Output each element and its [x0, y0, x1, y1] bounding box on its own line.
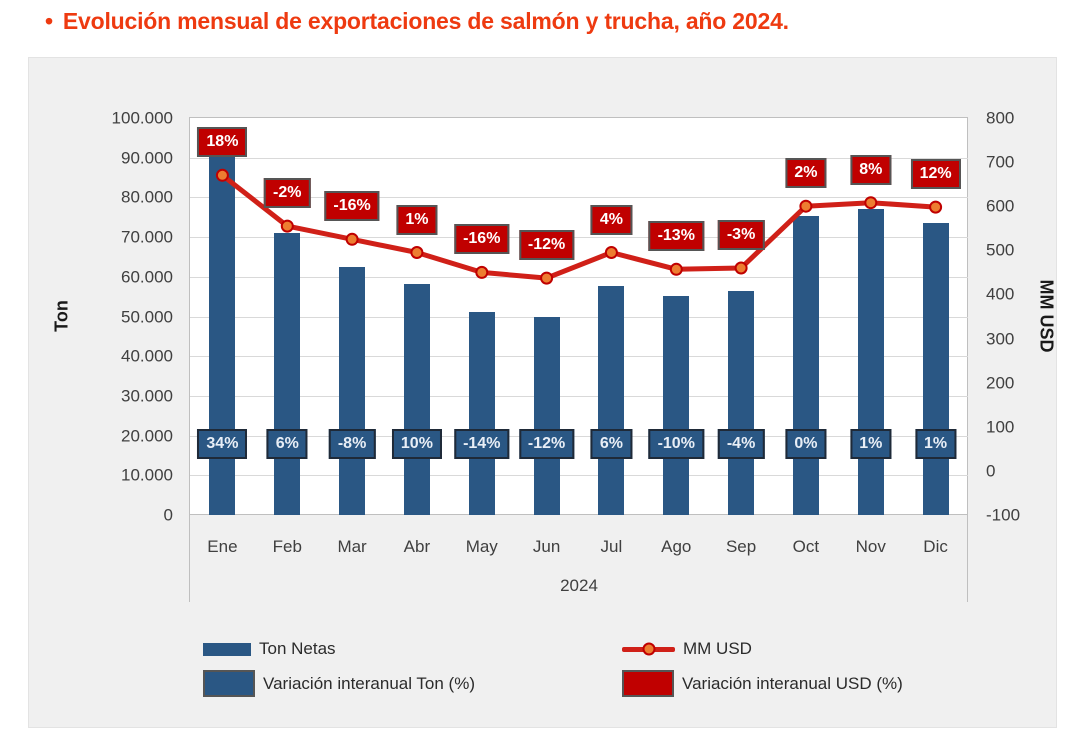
var-ton-label-ago: -10%	[648, 429, 704, 459]
var-usd-label-feb: -2%	[264, 178, 311, 209]
title-bullet: •	[45, 8, 53, 34]
bar-oct	[793, 216, 819, 515]
right-axis-title: MM USD	[1036, 279, 1057, 353]
right-axis-tick: 800	[986, 108, 1015, 128]
var-ton-label-mar: -8%	[328, 429, 376, 459]
left-axis-tick: 40.000	[121, 346, 173, 366]
x-axis-label-abr: Abr	[403, 537, 431, 556]
var-usd-label-jul: 4%	[590, 204, 632, 235]
gridline	[190, 436, 968, 437]
bar-dic	[923, 223, 949, 515]
var-ton-label-may: -14%	[454, 429, 510, 459]
bar-jun	[534, 317, 560, 515]
x-axis-label-ene: Ene	[207, 537, 238, 556]
left-axis-tick: 90.000	[121, 148, 173, 168]
gridline	[190, 317, 968, 318]
right-axis-tick: 700	[986, 152, 1015, 172]
x-axis-label-sep: Sep	[725, 537, 757, 556]
gridline	[190, 356, 968, 357]
legend-label-mm-usd: MM USD	[683, 639, 752, 658]
var-usd-label-oct: 2%	[785, 158, 827, 189]
right-axis-tick: 400	[986, 284, 1015, 304]
var-usd-box-swatch	[622, 670, 674, 697]
var-usd-label-ago: -13%	[648, 221, 704, 252]
x-axis-label-mar: Mar	[337, 537, 367, 556]
var-usd-label-nov: 8%	[850, 154, 892, 185]
bar-mar	[339, 267, 365, 515]
var-usd-label-mar: -16%	[324, 191, 380, 222]
var-ton-label-jul: 6%	[590, 429, 632, 459]
bar-sep	[728, 291, 754, 515]
bar-abr	[404, 284, 430, 515]
left-axis-tick: 100.000	[111, 108, 173, 128]
x-axis-label-nov: Nov	[855, 537, 886, 556]
x-axis-label-may: May	[465, 537, 498, 556]
x-axis-label-jul: Jul	[600, 537, 623, 556]
left-axis-tick: 10.000	[121, 465, 173, 485]
bar-may	[469, 312, 495, 515]
mm-usd-line-swatch	[622, 642, 675, 656]
left-axis-tick: 50.000	[121, 307, 173, 326]
ton-netas-bar-swatch	[203, 642, 251, 656]
var-ton-label-oct: 0%	[785, 429, 827, 459]
bar-ene	[209, 155, 235, 515]
legend-item-ton-netas: Ton Netas	[203, 639, 336, 659]
left-axis-tick: 30.000	[121, 386, 173, 406]
gridline	[190, 396, 968, 397]
var-usd-label-abr: 1%	[396, 204, 438, 235]
x-axis-right-tick	[967, 515, 968, 602]
page-title: • Evolución mensual de exportaciones de s…	[45, 8, 789, 35]
bar-ago	[663, 296, 689, 515]
right-axis-tick: -100	[986, 505, 1021, 525]
left-axis-tick: 20.000	[121, 426, 173, 446]
left-axis-tick: 70.000	[121, 227, 173, 247]
title-text: Evolución mensual de exportaciones de sa…	[62, 8, 789, 34]
var-usd-label-may: -16%	[454, 224, 510, 255]
var-usd-label-sep: -3%	[717, 219, 765, 250]
left-axis-tick: 0	[163, 505, 173, 525]
left-axis-title: Ton	[51, 300, 72, 332]
var-ton-label-ene: 34%	[197, 429, 248, 459]
left-axis-tick: 60.000	[121, 267, 173, 287]
line-swatch-marker	[642, 642, 655, 656]
x-axis-label-ago: Ago	[661, 537, 692, 556]
var-ton-label-feb: 6%	[266, 429, 308, 459]
gridline	[190, 158, 968, 159]
var-ton-label-sep: -4%	[717, 429, 765, 459]
bar-jul	[598, 286, 624, 515]
var-usd-label-dic: 12%	[910, 159, 961, 190]
right-axis-tick: 600	[986, 196, 1015, 216]
var-ton-label-nov: 1%	[850, 429, 892, 459]
legend-item-mm-usd: MM USD	[622, 639, 752, 659]
gridline	[190, 475, 968, 476]
var-ton-label-abr: 10%	[391, 429, 442, 459]
left-axis-tick: 80.000	[121, 187, 173, 207]
right-axis-tick: 200	[986, 373, 1015, 393]
x-axis-label-jun: Jun	[532, 537, 561, 556]
legend-item-var-ton: Variación interanual Ton (%)	[203, 670, 475, 697]
x-axis-left-tick	[189, 515, 190, 602]
right-axis-tick: 500	[986, 240, 1015, 260]
var-ton-label-dic: 1%	[915, 429, 957, 459]
var-usd-label-ene: 18%	[197, 127, 248, 158]
var-ton-box-swatch	[203, 670, 255, 697]
var-usd-label-jun: -12%	[518, 230, 575, 261]
legend-label-var-usd: Variación interanual USD (%)	[682, 673, 903, 693]
x-axis-label-dic: Dic	[923, 537, 948, 556]
bar-nov	[858, 209, 884, 515]
gridline	[190, 237, 968, 238]
right-axis-tick: 300	[986, 329, 1015, 349]
legend-label-ton-netas: Ton Netas	[259, 639, 336, 658]
gridline	[190, 277, 968, 278]
bar-feb	[274, 233, 300, 515]
legend-item-var-usd: Variación interanual USD (%)	[622, 670, 903, 697]
right-axis-tick: 0	[986, 461, 996, 481]
legend-label-var-ton: Variación interanual Ton (%)	[263, 673, 475, 693]
right-axis-tick: 100	[986, 417, 1015, 437]
x-axis-label-feb: Feb	[272, 537, 302, 556]
x-axis-label-oct: Oct	[792, 537, 820, 556]
x-axis-year-label: 2024	[560, 576, 598, 595]
var-ton-label-jun: -12%	[518, 429, 575, 459]
